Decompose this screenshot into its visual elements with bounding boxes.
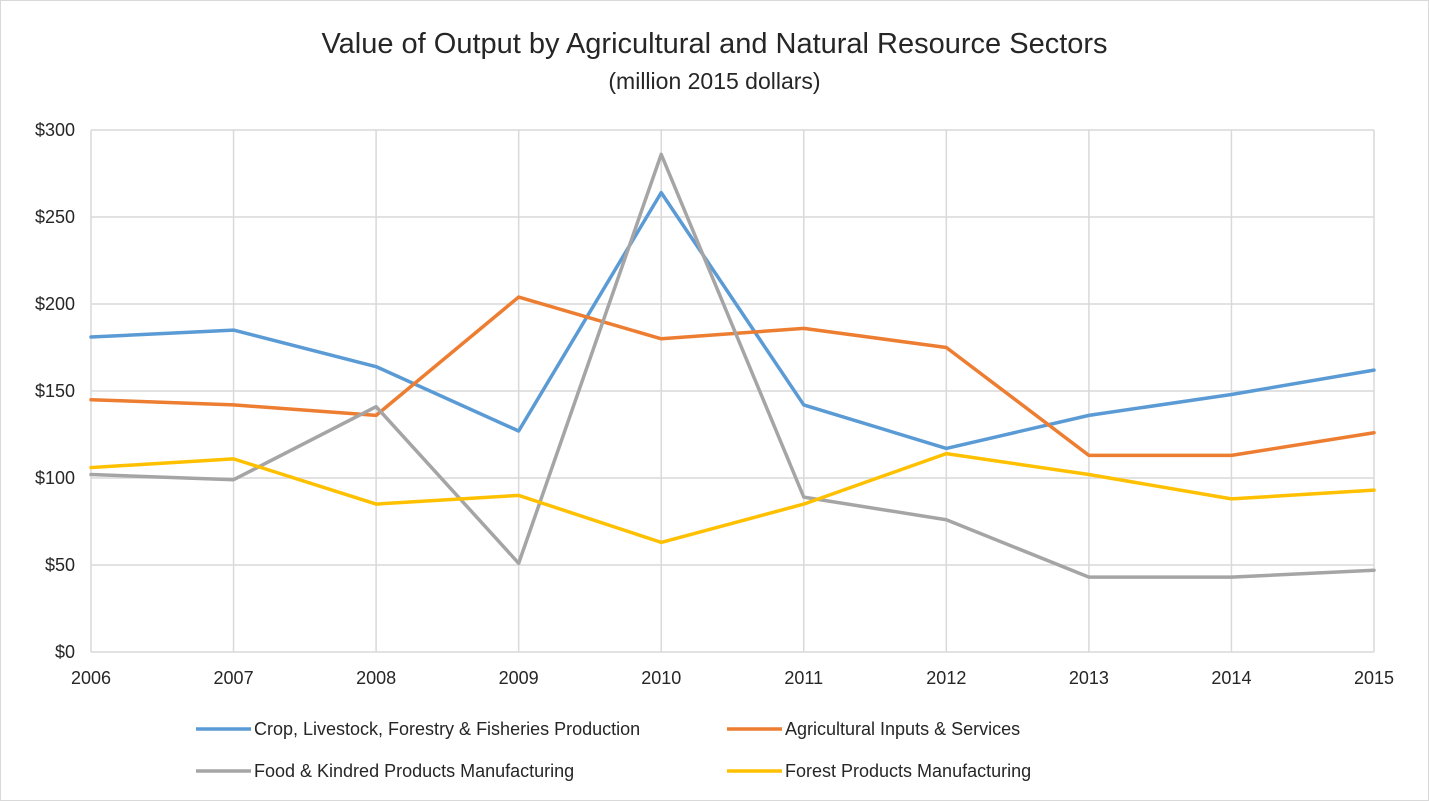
x-tick-label: 2009 bbox=[499, 668, 539, 688]
x-tick-label: 2007 bbox=[214, 668, 254, 688]
x-tick-label: 2015 bbox=[1354, 668, 1394, 688]
x-tick-label: 2006 bbox=[71, 668, 111, 688]
x-tick-label: 2011 bbox=[784, 668, 823, 688]
chart-title: Value of Output by Agricultural and Natu… bbox=[321, 28, 1108, 60]
series-lines bbox=[89, 152, 1376, 579]
chart-subtitle: (million 2015 dollars) bbox=[608, 68, 821, 94]
y-tick-label: $0 bbox=[55, 642, 75, 662]
legend-label: Forest Products Manufacturing bbox=[785, 761, 1031, 781]
series-line bbox=[89, 190, 1376, 451]
legend-label: Agricultural Inputs & Services bbox=[785, 719, 1020, 739]
gridlines bbox=[90, 129, 1375, 653]
series-line bbox=[89, 295, 1376, 458]
y-tick-label: $200 bbox=[35, 294, 75, 314]
legend-label: Crop, Livestock, Forestry & Fisheries Pr… bbox=[254, 719, 640, 739]
axes: $0 $50 $100 $150 $200 $250 $300 2006 2007 2008 200… bbox=[35, 120, 1394, 688]
x-tick-label: 2012 bbox=[926, 668, 966, 688]
y-tick-label: $300 bbox=[35, 120, 75, 140]
y-tick-label: $250 bbox=[35, 207, 75, 227]
series-line bbox=[89, 152, 1376, 579]
y-tick-label: $50 bbox=[45, 555, 75, 575]
y-tick-label: $150 bbox=[35, 381, 75, 401]
y-tick-label: $100 bbox=[35, 468, 75, 488]
x-tick-label: 2010 bbox=[641, 668, 681, 688]
x-tick-label: 2014 bbox=[1211, 668, 1251, 688]
legend: Crop, Livestock, Forestry & Fisheries Pr… bbox=[196, 719, 1031, 781]
legend-label: Food & Kindred Products Manufacturing bbox=[254, 761, 574, 781]
series-line bbox=[89, 451, 1376, 545]
x-tick-label: 2013 bbox=[1069, 668, 1109, 688]
x-tick-label: 2008 bbox=[356, 668, 396, 688]
